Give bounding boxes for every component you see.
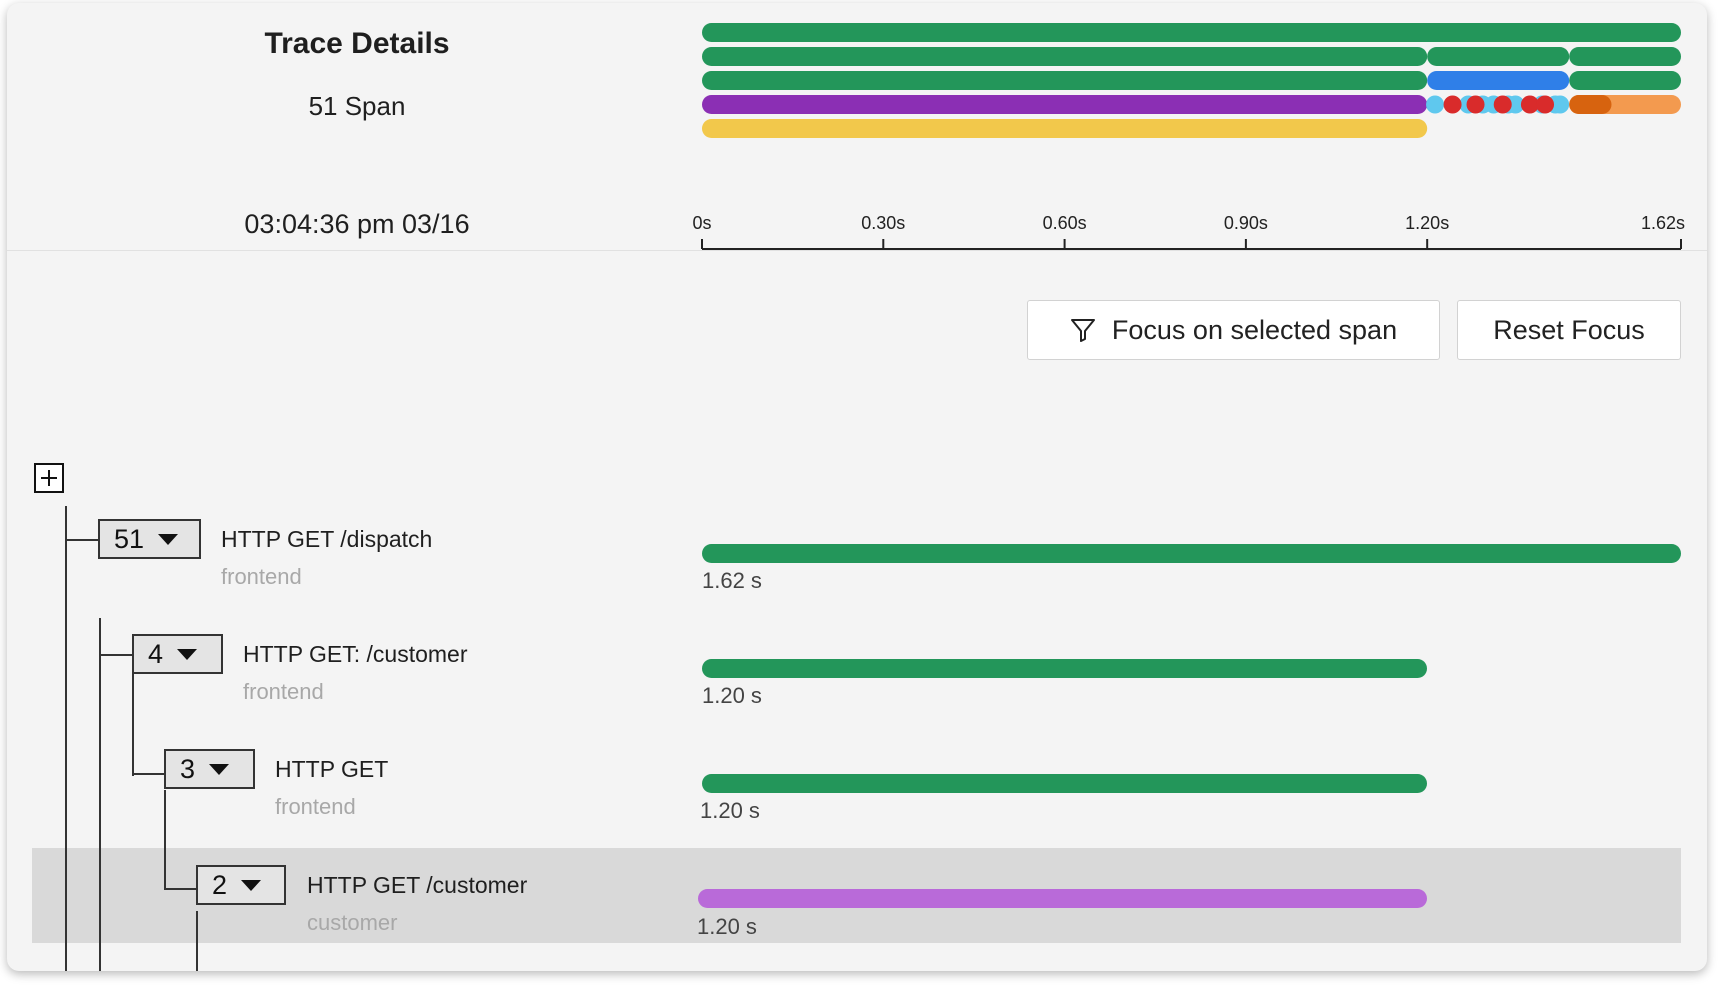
span-collapse-toggle[interactable]: 3 [164,749,255,789]
caret-down-icon [177,648,198,660]
span-duration: 1.20 s [700,798,760,823]
span-duration: 1.62 s [702,568,762,593]
span-bar[interactable] [702,774,1428,793]
expand-all-icon[interactable] [34,463,64,493]
minimap-span-bar [1569,71,1681,90]
caret-down-icon [209,763,230,775]
tree-connector [132,773,165,775]
filter-icon [1070,319,1095,342]
span-name: HTTP GET: /customer [243,641,468,667]
timeline-tick-label: 0.60s [1043,213,1087,233]
span-name: HTTP GET /dispatch [221,526,433,552]
child-count: 3 [180,753,196,784]
minimap-span-bar [1569,95,1612,114]
span-service: frontend [275,794,356,819]
span-bar[interactable] [702,659,1428,678]
minimap-span-dot [1493,95,1512,114]
span-name: HTTP GET /customer [307,872,528,898]
caret-down-icon [241,879,262,891]
minimap-span-bar [702,71,1428,90]
span-name: HTTP GET [275,756,389,782]
minimap-span-bar [1569,47,1681,66]
caret-down-icon [158,533,179,545]
reset-focus-button[interactable]: Reset Focus [1457,300,1681,360]
span-collapse-toggle[interactable]: 51 [98,519,201,559]
span-collapse-toggle[interactable]: 2 [196,865,286,905]
span-count: 51 Span [308,91,406,121]
minimap-span-bar [702,95,1428,114]
focus-button-label: Focus on selected span [1111,314,1398,345]
trace-timestamp: 03:04:36 pm 03/16 [244,209,470,239]
minimap-span-dot [1466,95,1485,114]
minimap-span-bar [702,23,1681,42]
minimap-span-dot [1536,95,1555,114]
tree-connector [164,888,197,890]
minimap-span-bar [1427,47,1570,66]
timeline-tick-label: 0.30s [861,213,905,233]
trace-title: Trace Details [264,27,450,60]
minimap-span-dot [1551,95,1570,114]
child-count: 51 [114,523,145,554]
minimap-span-dot [1443,95,1462,114]
span-service: frontend [243,679,324,704]
focus-selected-span-button[interactable]: Focus on selected span [1027,300,1440,360]
child-count: 2 [212,869,228,900]
tree-connector [99,654,133,656]
tree-connector [65,539,99,541]
minimap-span-dot [1520,95,1539,114]
span-service: customer [307,910,398,935]
tree-line [132,674,134,776]
header-divider [7,250,1707,251]
minimap-span-dot [1426,95,1445,114]
tree-line [164,790,166,890]
span-service: frontend [221,564,302,589]
reset-button-label: Reset Focus [1493,314,1645,345]
minimap-span-bar [1427,71,1570,90]
minimap-span-dot [1506,95,1525,114]
timeline-tick-label: 0.90s [1224,213,1268,233]
span-bar[interactable] [702,544,1681,563]
tree-line [65,506,67,971]
span-collapse-toggle[interactable]: 4 [132,634,223,674]
child-count: 4 [148,638,164,669]
timeline-tick-label: 1.20s [1405,213,1449,233]
trace-minimap[interactable]: 0s 0.30s 0.60s 0.90s 1.20s 1.62s [7,3,1707,253]
span-duration: 1.20 s [697,914,757,939]
minimap-span-bar [702,119,1428,138]
tree-line [99,618,101,971]
span-bar[interactable] [698,889,1428,908]
trace-details-panel: Trace Details 51 Span 03:04:36 pm 03/16 … [7,3,1707,971]
minimap-span-bar [702,47,1428,66]
timeline-tick-label: 0s [692,213,711,233]
span-duration: 1.20 s [702,683,762,708]
tree-line [196,911,198,971]
timeline-tick-label: 1.62s [1641,213,1685,233]
